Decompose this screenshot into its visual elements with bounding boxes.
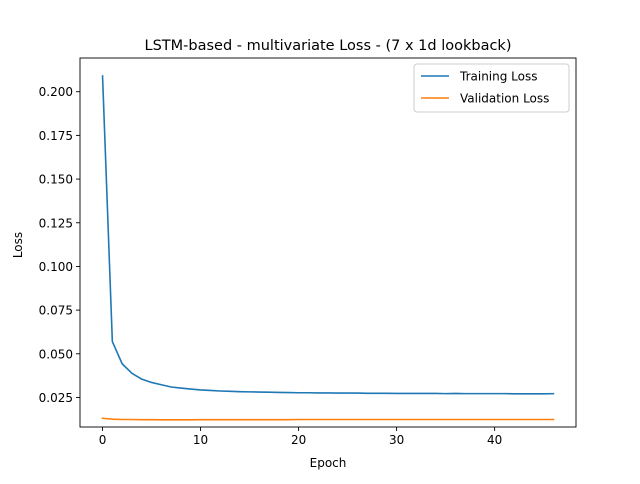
series-line-validation-loss bbox=[101, 417, 555, 421]
y-tick-label: 0.025 bbox=[39, 391, 73, 405]
y-tick-label: 0.075 bbox=[39, 304, 73, 318]
plot-axes: 0 10 20 30 40 0.025 0.050 0.075 0.100 0.125 0.150 0… bbox=[39, 57, 577, 447]
y-tick-label: 0.175 bbox=[39, 129, 73, 143]
legend-label-validation-loss: Validation Loss bbox=[460, 92, 549, 106]
chart-title: LSTM-based - multivariate Loss - (7 x 1d… bbox=[145, 38, 512, 54]
legend-box bbox=[413, 63, 570, 113]
legend-label-training-loss: Training Loss bbox=[459, 70, 537, 84]
plot-series bbox=[101, 75, 555, 421]
plot-frame bbox=[79, 57, 577, 428]
x-tick-label: 0 bbox=[99, 433, 107, 447]
y-tick-label: 0.125 bbox=[39, 216, 73, 230]
y-tick-label: 0.200 bbox=[39, 85, 73, 99]
x-axis-label: Epoch bbox=[310, 456, 347, 470]
y-tick-label: 0.100 bbox=[39, 260, 73, 274]
series-line-training-loss bbox=[101, 75, 555, 395]
y-axis-label: Loss bbox=[11, 232, 25, 258]
x-tick-label: 10 bbox=[193, 433, 208, 447]
x-tick-label: 40 bbox=[487, 433, 502, 447]
y-tick-label: 0.050 bbox=[39, 347, 73, 361]
x-tick-label: 20 bbox=[291, 433, 306, 447]
y-tick-label: 0.150 bbox=[39, 173, 73, 187]
x-tick-label: 30 bbox=[389, 433, 404, 447]
legend: Training Loss Validation Loss bbox=[413, 63, 570, 113]
